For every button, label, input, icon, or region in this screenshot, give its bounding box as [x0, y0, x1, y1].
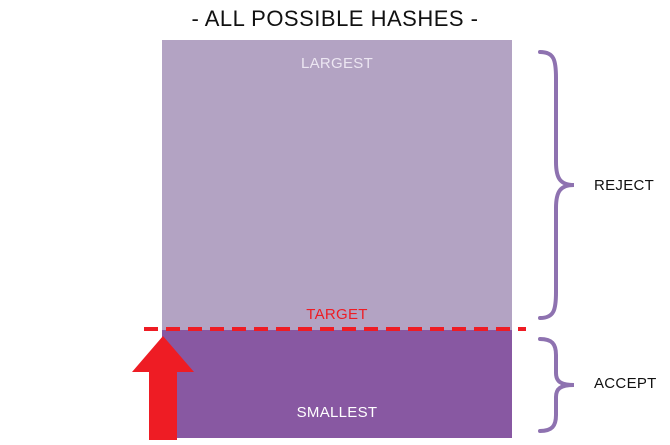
accept-label: ACCEPT	[594, 375, 657, 392]
accept-brace-icon	[538, 337, 575, 433]
diagram-title: - ALL POSSIBLE HASHES -	[191, 6, 479, 31]
target-label: TARGET	[306, 306, 368, 323]
target-dashed-line	[144, 327, 526, 331]
smallest-label: SMALLEST	[296, 404, 378, 421]
accept-hash-region	[162, 330, 512, 438]
largest-label: LARGEST	[300, 55, 374, 72]
up-arrow-icon	[132, 336, 194, 440]
reject-hash-region	[162, 40, 512, 330]
reject-label: REJECT	[594, 177, 655, 194]
reject-brace-icon	[538, 50, 575, 320]
